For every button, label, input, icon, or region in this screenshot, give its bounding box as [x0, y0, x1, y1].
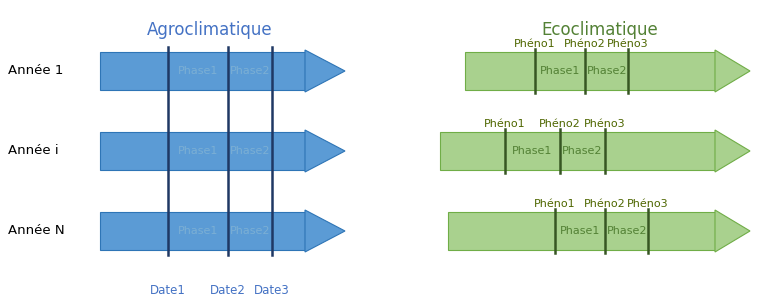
Polygon shape — [715, 50, 750, 92]
Text: Phéno3: Phéno3 — [607, 39, 649, 49]
Text: Année i: Année i — [8, 144, 59, 158]
Polygon shape — [305, 210, 345, 252]
Bar — [465, 52, 715, 90]
Text: Agroclimatique: Agroclimatique — [147, 21, 273, 39]
Text: Phéno2: Phéno2 — [564, 39, 606, 49]
Polygon shape — [715, 210, 750, 252]
Text: Phéno3: Phéno3 — [627, 199, 669, 209]
Bar — [440, 132, 715, 170]
Text: Ecoclimatique: Ecoclimatique — [542, 21, 659, 39]
Polygon shape — [715, 130, 750, 172]
Text: Date1: Date1 — [150, 284, 186, 297]
Text: Phase2: Phase2 — [230, 66, 271, 76]
Text: Phase2: Phase2 — [562, 146, 602, 156]
Text: Année N: Année N — [8, 225, 65, 237]
Text: Phase1: Phase1 — [540, 66, 581, 76]
Text: Phéno2: Phéno2 — [539, 119, 581, 129]
Bar — [100, 132, 305, 170]
Text: Phéno1: Phéno1 — [514, 39, 556, 49]
Text: Phéno3: Phéno3 — [584, 119, 626, 129]
Text: Phéno1: Phéno1 — [534, 199, 576, 209]
Text: Phase2: Phase2 — [230, 226, 271, 236]
Text: Date2: Date2 — [210, 284, 246, 297]
Polygon shape — [305, 130, 345, 172]
Text: Phase2: Phase2 — [230, 146, 271, 156]
Bar — [448, 212, 715, 250]
Text: Phase2: Phase2 — [607, 226, 647, 236]
Text: Phéno1: Phéno1 — [484, 119, 526, 129]
Text: Phase1: Phase1 — [512, 146, 552, 156]
Text: Phase1: Phase1 — [178, 66, 218, 76]
Polygon shape — [305, 50, 345, 92]
Text: Phase1: Phase1 — [560, 226, 600, 236]
Text: Phéno2: Phéno2 — [584, 199, 626, 209]
Bar — [100, 52, 305, 90]
Bar — [100, 212, 305, 250]
Text: Phase2: Phase2 — [587, 66, 627, 76]
Text: Année 1: Année 1 — [8, 65, 63, 77]
Text: Phase1: Phase1 — [178, 226, 218, 236]
Text: Phase1: Phase1 — [178, 146, 218, 156]
Text: Date3: Date3 — [254, 284, 290, 297]
